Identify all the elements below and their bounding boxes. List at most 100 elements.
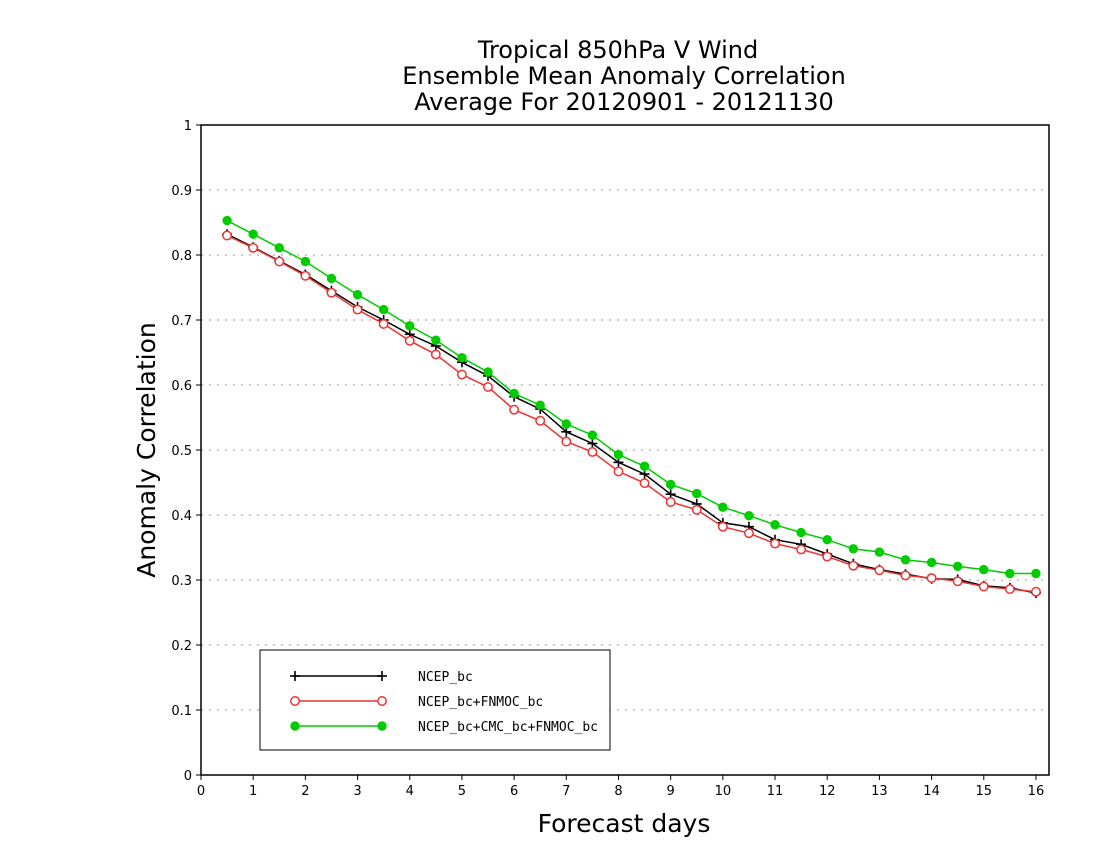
legend-marker-start-1 bbox=[290, 696, 300, 706]
data-point-s2-23 bbox=[822, 535, 832, 545]
data-point-s2-8 bbox=[431, 335, 441, 345]
data-point-s1-3 bbox=[300, 270, 311, 281]
data-point-s1-22 bbox=[796, 544, 807, 555]
data-point-s1-10 bbox=[483, 382, 493, 392]
data-point-s1-14 bbox=[587, 447, 598, 457]
series-line-2 bbox=[226, 219, 1036, 575]
data-point-s2-24 bbox=[848, 544, 859, 554]
series-line-0 bbox=[226, 233, 1037, 594]
y-tick-label: 0.5 bbox=[171, 444, 192, 459]
data-point-s1-0 bbox=[222, 230, 233, 241]
x-tick-label: 7 bbox=[562, 784, 570, 799]
data-point-s1-17 bbox=[665, 497, 676, 507]
data-point-s1-4 bbox=[326, 287, 337, 298]
data-point-s1-1 bbox=[248, 242, 259, 253]
data-point-s2-22 bbox=[796, 527, 806, 538]
data-point-s1-19 bbox=[717, 521, 728, 532]
y-tick-label: 0.6 bbox=[171, 379, 192, 394]
data-point-s1-20 bbox=[743, 528, 754, 539]
data-point-s1-5 bbox=[352, 304, 363, 315]
y-tick-label: 0.3 bbox=[171, 574, 192, 589]
x-tick-label: 16 bbox=[1028, 784, 1045, 799]
data-point-s2-3 bbox=[300, 256, 311, 267]
legend-label-ncep-bc-cmc-bc-fnmoc-bc: NCEP_bc+CMC_bc+FNMOC_bc bbox=[418, 720, 598, 735]
series-0 bbox=[222, 229, 1041, 598]
gridlines bbox=[201, 189, 1049, 711]
chart-title-line-2: Ensemble Mean Anomaly Correlation bbox=[402, 62, 846, 90]
data-point-s1-12 bbox=[535, 415, 546, 426]
data-point-s1-26 bbox=[900, 570, 911, 581]
axis-ticks: 00.10.20.30.40.50.60.70.80.910 1 2 3 4 5 6 7 8 9 1… bbox=[171, 119, 1044, 799]
data-point-s2-11 bbox=[509, 388, 519, 399]
data-point-s2-7 bbox=[405, 321, 415, 331]
legend-label-ncep-bc: NCEP_bc bbox=[418, 670, 473, 685]
data-point-s2-30 bbox=[1005, 568, 1015, 579]
x-tick-label: 0 bbox=[197, 784, 205, 799]
x-tick-label: 14 bbox=[923, 784, 940, 799]
data-point-s1-13 bbox=[561, 436, 572, 447]
y-tick-label: 0.9 bbox=[171, 184, 192, 199]
data-point-s2-19 bbox=[718, 502, 728, 512]
data-point-s2-6 bbox=[378, 304, 389, 315]
data-point-s2-0 bbox=[222, 215, 232, 226]
x-axis-label: Forecast days bbox=[538, 809, 711, 838]
series-2 bbox=[222, 215, 1041, 579]
legend-marker-end-2 bbox=[377, 721, 387, 731]
data-point-s2-15 bbox=[613, 449, 624, 460]
data-point-s1-18 bbox=[691, 504, 702, 515]
data-point-s2-2 bbox=[274, 243, 284, 253]
data-point-s1-27 bbox=[926, 573, 937, 583]
x-tick-label: 15 bbox=[975, 784, 992, 799]
data-point-s1-9 bbox=[456, 369, 467, 380]
data-point-s2-1 bbox=[248, 229, 258, 239]
x-tick-label: 4 bbox=[406, 784, 414, 799]
legend-marker-end-0 bbox=[377, 671, 387, 681]
x-tick-label: 2 bbox=[301, 784, 309, 799]
data-point-s1-24 bbox=[848, 560, 859, 571]
data-point-s2-28 bbox=[952, 561, 963, 572]
data-point-s2-17 bbox=[665, 479, 676, 490]
data-point-s2-9 bbox=[457, 353, 467, 363]
y-axis-label: Anomaly Correlation bbox=[132, 322, 161, 577]
x-tick-label: 9 bbox=[667, 784, 675, 799]
data-point-s1-2 bbox=[274, 256, 285, 267]
legend-label-ncep-bc-fnmoc-bc: NCEP_bc+FNMOC_bc bbox=[418, 695, 543, 710]
legend-marker-end-1 bbox=[377, 696, 387, 706]
data-point-s1-21 bbox=[770, 538, 780, 549]
data-point-s2-29 bbox=[979, 564, 989, 575]
x-tick-label: 6 bbox=[510, 784, 518, 799]
data-point-s1-25 bbox=[874, 565, 885, 576]
data-point-s1-8 bbox=[430, 349, 441, 360]
chart-title-line-1: Tropical 850hPa V Wind bbox=[477, 36, 758, 64]
x-tick-label: 10 bbox=[715, 784, 732, 799]
legend-box bbox=[259, 649, 611, 751]
data-point-s1-29 bbox=[978, 581, 989, 592]
data-point-s1-6 bbox=[378, 318, 389, 329]
data-point-s2-18 bbox=[692, 488, 702, 499]
data-point-s1-31 bbox=[1031, 586, 1041, 597]
data-point-s1-16 bbox=[639, 478, 650, 489]
data-point-s1-30 bbox=[1004, 584, 1015, 595]
x-tick-label: 3 bbox=[353, 784, 361, 799]
data-point-s2-12 bbox=[535, 400, 545, 410]
data-point-s1-11 bbox=[509, 404, 520, 415]
data-point-s2-14 bbox=[587, 430, 598, 440]
y-tick-label: 0.2 bbox=[171, 639, 192, 654]
y-tick-label: 1 bbox=[184, 119, 192, 134]
data-point-s2-13 bbox=[561, 419, 571, 429]
chart-title-line-3: Average For 20120901 - 20121130 bbox=[414, 88, 834, 116]
x-tick-label: 5 bbox=[458, 784, 466, 799]
legend-marker-start-2 bbox=[290, 721, 300, 731]
y-tick-label: 0.7 bbox=[171, 314, 192, 329]
y-tick-label: 0 bbox=[184, 769, 192, 784]
data-point-s1-23 bbox=[822, 551, 833, 562]
data-point-s2-21 bbox=[770, 520, 780, 530]
data-point-s2-4 bbox=[326, 273, 337, 284]
data-point-s2-16 bbox=[639, 461, 650, 471]
data-point-s2-31 bbox=[1031, 568, 1041, 579]
series-group bbox=[222, 215, 1041, 598]
y-tick-label: 0.8 bbox=[171, 249, 192, 264]
x-tick-label: 11 bbox=[767, 784, 784, 799]
